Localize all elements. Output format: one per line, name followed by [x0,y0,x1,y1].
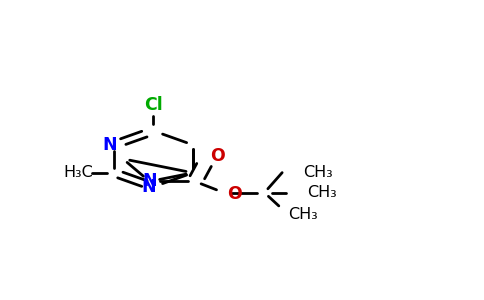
Text: O: O [210,147,225,165]
Text: CH₃: CH₃ [307,185,337,200]
Text: N: N [142,172,157,190]
Text: N: N [141,178,156,196]
Text: CH₃: CH₃ [302,165,333,180]
Text: O: O [227,185,242,203]
Text: N: N [102,136,117,154]
Text: Cl: Cl [144,96,163,114]
Text: CH₃: CH₃ [288,207,318,222]
Text: H₃C: H₃C [63,165,93,180]
